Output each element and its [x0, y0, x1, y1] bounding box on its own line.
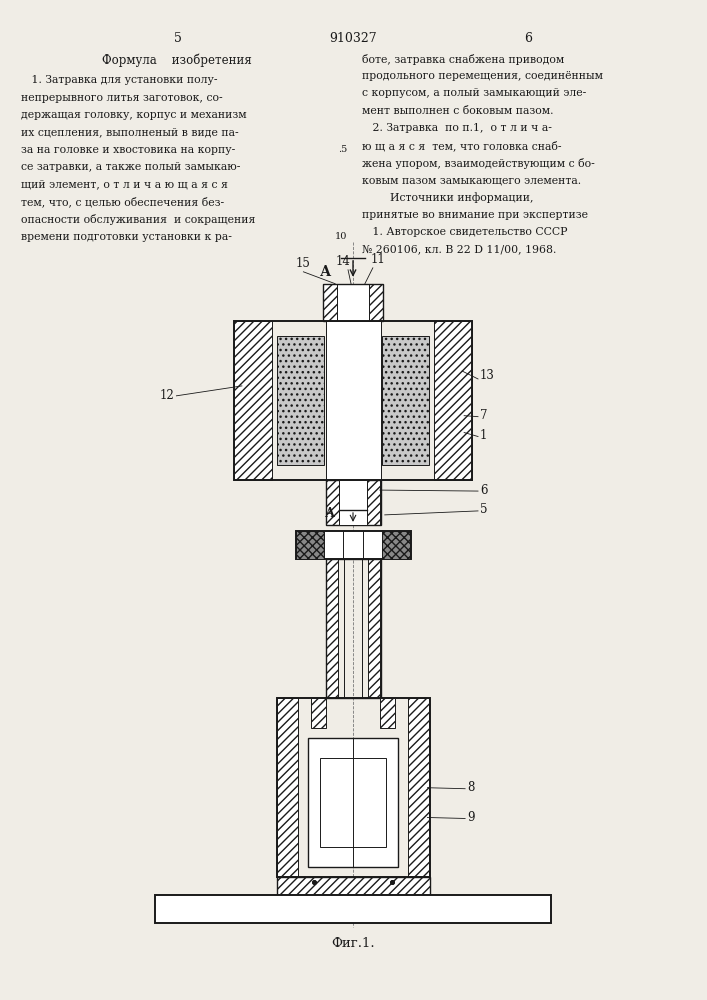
Bar — [320, 758, 386, 847]
Bar — [326, 321, 381, 480]
Text: времени подготовки установки к ра-: времени подготовки установки к ра- — [21, 232, 231, 242]
Bar — [382, 531, 409, 559]
Text: 12: 12 — [160, 389, 175, 402]
Text: 1. Затравка для установки полу-: 1. Затравка для установки полу- — [21, 75, 217, 85]
Text: за на головке и хвостовика на корпу-: за на головке и хвостовика на корпу- — [21, 145, 235, 155]
Text: боте, затравка снабжена приводом: боте, затравка снабжена приводом — [362, 54, 564, 65]
Text: ковым пазом замыкающего элемента.: ковым пазом замыкающего элемента. — [362, 175, 581, 185]
Bar — [296, 531, 325, 559]
Bar — [323, 284, 382, 321]
Text: 14: 14 — [336, 255, 351, 268]
Text: 5: 5 — [175, 32, 182, 45]
Bar — [276, 698, 431, 877]
Bar — [234, 321, 472, 480]
Text: 6: 6 — [480, 484, 488, 497]
Bar — [407, 698, 429, 877]
Bar — [382, 336, 429, 465]
Bar — [276, 698, 298, 877]
Text: 1. Авторское свидетельство СССР: 1. Авторское свидетельство СССР — [362, 227, 568, 237]
Text: держащая головку, корпус и механизм: держащая головку, корпус и механизм — [21, 110, 246, 120]
Bar — [326, 559, 338, 698]
Text: 6: 6 — [525, 32, 532, 45]
Text: 8: 8 — [467, 781, 474, 794]
Bar — [276, 877, 431, 895]
Text: 2. Затравка  по п.1,  о т л и ч а-: 2. Затравка по п.1, о т л и ч а- — [362, 123, 551, 133]
Text: ю щ а я с я  тем, что головка снаб-: ю щ а я с я тем, что головка снаб- — [362, 140, 561, 151]
Bar — [323, 284, 337, 321]
Text: 10: 10 — [334, 232, 347, 241]
Text: Формула    изобретения: Формула изобретения — [102, 54, 251, 67]
Text: мент выполнен с боковым пазом.: мент выполнен с боковым пазом. — [362, 106, 554, 116]
Bar — [234, 321, 271, 480]
Bar — [367, 480, 380, 525]
Text: принятые во внимание при экспертизе: принятые во внимание при экспертизе — [362, 210, 588, 220]
Text: А: А — [320, 265, 331, 279]
Bar — [308, 738, 397, 867]
Text: тем, что, с целью обеспечения без-: тем, что, с целью обеспечения без- — [21, 197, 223, 208]
Bar — [326, 480, 339, 525]
Text: 910327: 910327 — [329, 32, 377, 45]
Text: жена упором, взаимодействующим с бо-: жена упором, взаимодействующим с бо- — [362, 158, 595, 169]
Text: 11: 11 — [370, 253, 385, 266]
Text: с корпусом, а полый замыкающий эле-: с корпусом, а полый замыкающий эле- — [362, 88, 586, 98]
Bar — [311, 698, 326, 728]
Bar — [276, 877, 431, 895]
Text: опасности обслуживания  и сокращения: опасности обслуживания и сокращения — [21, 214, 255, 225]
Text: их сцепления, выполненый в виде па-: их сцепления, выполненый в виде па- — [21, 127, 238, 137]
Bar — [337, 284, 369, 321]
Bar — [155, 895, 551, 923]
Text: Источники информации,: Источники информации, — [362, 192, 534, 203]
Bar — [276, 336, 325, 465]
Text: непрерывного литья заготовок, со-: непрерывного литья заготовок, со- — [21, 93, 222, 103]
Text: .5: .5 — [338, 145, 347, 154]
Bar — [326, 559, 381, 698]
Bar — [296, 531, 411, 559]
Bar — [434, 321, 472, 480]
Bar — [380, 698, 395, 728]
Text: 7: 7 — [480, 409, 488, 422]
Text: продольного перемещения, соединённым: продольного перемещения, соединённым — [362, 71, 603, 81]
Text: 1: 1 — [480, 429, 487, 442]
Text: 15: 15 — [296, 257, 311, 270]
Text: се затравки, а также полый замыкаю-: се затравки, а также полый замыкаю- — [21, 162, 240, 172]
Bar — [368, 559, 380, 698]
Text: А: А — [325, 507, 335, 520]
Bar — [369, 284, 382, 321]
Text: Фиг.1.: Фиг.1. — [331, 937, 375, 950]
Text: 5: 5 — [480, 503, 488, 516]
Bar — [326, 480, 381, 525]
Bar — [339, 480, 367, 525]
Text: щий элемент, о т л и ч а ю щ а я с я: щий элемент, о т л и ч а ю щ а я с я — [21, 180, 228, 190]
Text: № 260106, кл. В 22 D 11/00, 1968.: № 260106, кл. В 22 D 11/00, 1968. — [362, 245, 556, 255]
Text: 13: 13 — [480, 369, 495, 382]
Text: 9: 9 — [467, 811, 474, 824]
